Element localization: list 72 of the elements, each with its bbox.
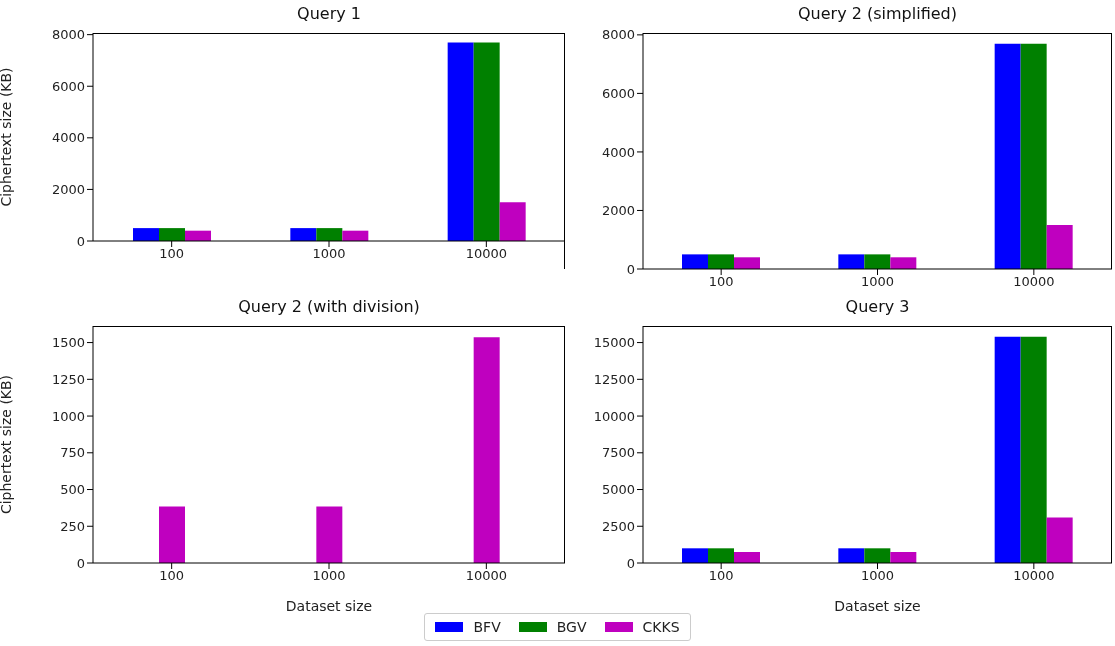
y-tick-label: 2000 <box>51 182 85 198</box>
y-tick-label: 4000 <box>51 130 85 146</box>
y-tick-label: 15000 <box>593 335 635 351</box>
bar <box>708 254 734 269</box>
bar <box>499 202 526 241</box>
y-tick-label: 750 <box>60 445 85 461</box>
y-axis-title: Ciphertext size (KB) <box>0 67 14 207</box>
y-tick-label: 0 <box>626 261 635 277</box>
y-tick-label: 500 <box>60 482 85 498</box>
x-axis-title: Dataset size <box>285 598 373 614</box>
x-tick-label: 1000 <box>312 568 346 584</box>
x-axis-title: Dataset size <box>834 598 921 614</box>
chart-title: Query 1 <box>296 4 362 23</box>
y-tick-label: 0 <box>76 233 85 249</box>
y-tick-label: 1250 <box>51 371 85 387</box>
bar <box>994 43 1021 269</box>
chart-title: Query 2 (with division) <box>237 297 421 316</box>
x-tick-label: 10000 <box>1013 274 1055 290</box>
x-tick-label: 100 <box>708 274 734 290</box>
x-tick-label: 100 <box>159 568 185 584</box>
bar <box>682 548 708 563</box>
bar <box>1046 517 1073 563</box>
bar <box>447 42 474 241</box>
y-tick-label: 6000 <box>601 86 635 102</box>
x-tick-label: 100 <box>159 246 185 262</box>
y-tick-label: 10000 <box>593 408 635 424</box>
legend-label: BFV <box>473 619 501 635</box>
bar <box>708 548 734 563</box>
y-tick-label: 1500 <box>51 335 85 351</box>
y-tick-label: 4000 <box>601 144 635 160</box>
y-tick-label: 5000 <box>601 482 635 498</box>
bar <box>890 551 917 563</box>
bar <box>890 257 917 269</box>
x-tick-label: 10000 <box>465 246 508 262</box>
bar <box>159 228 185 241</box>
y-tick-label: 1000 <box>51 408 85 424</box>
y-tick-label: 2500 <box>601 518 635 534</box>
x-tick-label: 1000 <box>860 568 895 584</box>
x-tick-label: 1000 <box>312 246 346 262</box>
y-tick-label: 7500 <box>601 445 635 461</box>
x-tick-label: 1000 <box>860 274 895 290</box>
y-tick-label: 6000 <box>51 78 85 94</box>
bar <box>290 228 317 241</box>
bar <box>734 257 760 269</box>
y-tick-label: 250 <box>60 518 85 534</box>
chart-title: Query 3 <box>844 297 911 316</box>
bar <box>864 548 891 563</box>
legend-label: BGV <box>556 619 587 635</box>
bar <box>838 548 865 563</box>
bar <box>1020 336 1047 563</box>
bar <box>316 228 343 241</box>
bar <box>994 336 1021 563</box>
bar <box>864 254 891 269</box>
bar <box>682 254 708 269</box>
bar <box>473 42 500 241</box>
bar <box>1020 43 1047 269</box>
y-tick-label: 2000 <box>601 203 635 219</box>
y-tick-label: 0 <box>626 555 635 571</box>
y-tick-label: 8000 <box>51 27 85 43</box>
x-tick-label: 10000 <box>1013 568 1055 584</box>
bar <box>133 228 159 241</box>
y-axis-title: Ciphertext size (KB) <box>0 374 14 515</box>
bar <box>734 551 760 563</box>
legend-label: CKKS <box>642 619 680 635</box>
y-tick-label: 0 <box>76 555 85 571</box>
bar <box>1046 225 1073 269</box>
x-tick-label: 100 <box>708 568 734 584</box>
chart-title: Query 2 (simplified) <box>797 4 958 23</box>
bar <box>838 254 865 269</box>
y-tick-label: 12500 <box>593 371 635 387</box>
x-tick-label: 10000 <box>465 568 508 584</box>
y-tick-label: 8000 <box>601 27 635 43</box>
